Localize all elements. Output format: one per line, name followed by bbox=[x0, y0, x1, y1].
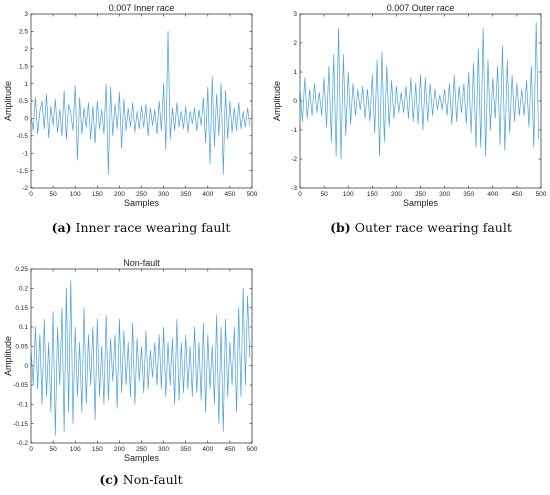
caption-letter: (b) bbox=[330, 220, 351, 235]
y-tick-label: 0.05 bbox=[15, 344, 28, 351]
y-tick-label: -0.2 bbox=[17, 440, 29, 447]
x-tick-label: 400 bbox=[202, 446, 213, 453]
x-tick-label: 0 bbox=[298, 191, 302, 198]
x-tick-label: 350 bbox=[180, 446, 191, 453]
y-axis-label: Amplitude bbox=[272, 81, 282, 121]
x-tick-label: 400 bbox=[202, 191, 213, 198]
x-tick-label: 50 bbox=[320, 191, 328, 198]
x-tick-label: 200 bbox=[391, 191, 402, 198]
plot-frame bbox=[30, 13, 253, 189]
y-tick-label: 1 bbox=[293, 69, 297, 76]
chart-title: 0.007 Inner race bbox=[109, 3, 175, 13]
y-tick-label: 1.5 bbox=[19, 63, 28, 70]
y-tick-label: 2.5 bbox=[19, 29, 28, 36]
y-tick-label: -2 bbox=[22, 185, 28, 192]
y-tick-label: 0.15 bbox=[15, 305, 28, 312]
y-tick-label: 0 bbox=[24, 363, 28, 370]
x-tick-label: 150 bbox=[92, 191, 103, 198]
figure-caption: (a) Inner race wearing fault bbox=[52, 220, 231, 235]
signal-line bbox=[30, 31, 251, 175]
x-tick-label: 50 bbox=[49, 191, 57, 198]
x-tick-label: 400 bbox=[487, 191, 498, 198]
x-tick-label: 100 bbox=[70, 446, 81, 453]
y-tick-label: 2 bbox=[24, 46, 28, 53]
y-tick-label: 0.2 bbox=[19, 286, 28, 293]
signal-line bbox=[299, 22, 539, 160]
plot-frame bbox=[299, 13, 542, 189]
figure-caption: (b) Outer race wearing fault bbox=[330, 220, 512, 235]
caption-text: Outer race wearing fault bbox=[351, 220, 512, 235]
x-tick-label: 250 bbox=[136, 191, 147, 198]
x-tick-label: 200 bbox=[114, 446, 125, 453]
y-tick-label: -0.1 bbox=[17, 402, 29, 409]
x-tick-label: 150 bbox=[92, 446, 103, 453]
chart-inner-race: 0 50 100 150 200 250 300 350 400 450 500 -2 -1.5 -1 -0… bbox=[3, 3, 258, 235]
y-tick-label: 3 bbox=[293, 11, 297, 18]
x-axis-label: Samples bbox=[124, 453, 160, 463]
y-tick-label: -1.5 bbox=[17, 168, 29, 175]
chart-non-fault: 0 50 100 150 200 250 300 350 400 450 500 -0.2 -0.15 -… bbox=[3, 258, 258, 487]
chart-title: Non-fault bbox=[123, 258, 160, 268]
x-tick-label: 150 bbox=[367, 191, 378, 198]
figure-caption: (c) Non-fault bbox=[99, 472, 182, 487]
y-tick-label: 0 bbox=[24, 116, 28, 123]
x-tick-label: 300 bbox=[439, 191, 450, 198]
y-tick-label: -2 bbox=[291, 156, 297, 163]
x-tick-label: 500 bbox=[536, 191, 547, 198]
y-axis-label: Amplitude bbox=[3, 336, 13, 376]
x-tick-label: 450 bbox=[224, 446, 235, 453]
y-axis-label: Amplitude bbox=[3, 81, 13, 121]
x-tick-label: 450 bbox=[511, 191, 522, 198]
y-tick-label: -0.15 bbox=[13, 421, 28, 428]
y-tick-label: -0.5 bbox=[17, 133, 29, 140]
x-tick-label: 0 bbox=[29, 191, 33, 198]
y-tick-label: -1 bbox=[291, 127, 297, 134]
x-tick-label: 300 bbox=[158, 446, 169, 453]
y-tick-label: -1 bbox=[22, 150, 28, 157]
x-tick-label: 200 bbox=[114, 191, 125, 198]
chart-outer-race: 0 50 100 150 200 250 300 350 400 450 500 -3 -2 -1 0 1 2 3… bbox=[272, 3, 547, 235]
y-tick-label: 1 bbox=[24, 81, 28, 88]
x-axis-label: Samples bbox=[403, 198, 439, 208]
x-tick-label: 100 bbox=[343, 191, 354, 198]
caption-letter: (c) bbox=[99, 472, 118, 487]
y-tick-label: 2 bbox=[293, 40, 297, 47]
caption-letter: (a) bbox=[52, 220, 72, 235]
x-tick-label: 50 bbox=[49, 446, 57, 453]
x-tick-label: 450 bbox=[224, 191, 235, 198]
y-tick-label: 0.25 bbox=[15, 266, 28, 273]
x-tick-label: 350 bbox=[180, 191, 191, 198]
y-tick-label: 0.5 bbox=[19, 98, 28, 105]
x-tick-label: 350 bbox=[463, 191, 474, 198]
x-tick-label: 250 bbox=[415, 191, 426, 198]
x-tick-label: 500 bbox=[247, 446, 258, 453]
x-tick-label: 300 bbox=[158, 191, 169, 198]
caption-text: Non-fault bbox=[119, 472, 183, 487]
y-tick-label: 0 bbox=[293, 98, 297, 105]
x-tick-label: 500 bbox=[247, 191, 258, 198]
y-tick-label: 3 bbox=[24, 11, 28, 18]
caption-text: Inner race wearing fault bbox=[72, 220, 231, 235]
x-tick-label: 0 bbox=[29, 446, 33, 453]
chart-title: 0.007 Outer race bbox=[387, 3, 455, 13]
x-axis-label: Samples bbox=[124, 198, 160, 208]
y-tick-label: 0.1 bbox=[19, 324, 28, 331]
y-tick-label: -3 bbox=[291, 185, 297, 192]
signal-line bbox=[30, 280, 251, 436]
x-tick-label: 100 bbox=[70, 191, 81, 198]
y-tick-label: -0.05 bbox=[13, 382, 28, 389]
x-tick-label: 250 bbox=[136, 446, 147, 453]
